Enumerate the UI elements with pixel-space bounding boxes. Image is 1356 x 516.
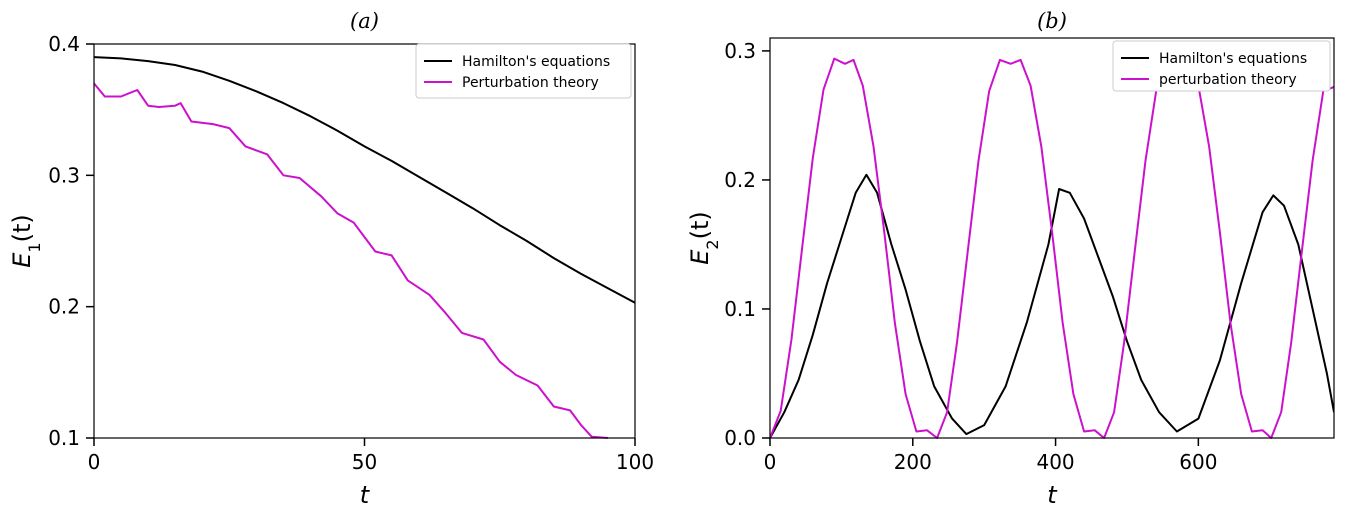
y-tick-label: 0.3 [48, 163, 80, 187]
x-tick-label: 400 [1036, 450, 1074, 474]
legend-label: Hamilton's equations [1159, 51, 1307, 67]
y-tick-label: 0.2 [48, 295, 80, 319]
x-tick-label: 200 [894, 450, 932, 474]
x-tick-label: 0 [764, 450, 777, 474]
legend-box [415, 43, 632, 99]
panel-title: (a) [350, 9, 379, 33]
panel-b: (b) 0 200 400 600 0.0 0.1 0.2 0.3 t E2(t) Hamilton'… [686, 9, 1335, 509]
axes-frame [93, 43, 636, 439]
y-tick-label: 0.4 [48, 32, 80, 56]
y-tick-label: 0.1 [724, 297, 756, 321]
panel-title: (b) [1037, 9, 1067, 33]
y-tick-label: 0.0 [724, 426, 756, 450]
y-tick-label: 0.1 [48, 426, 80, 450]
y-axis-label: E1(t) [8, 214, 44, 268]
legend-label: Hamilton's equations [462, 54, 610, 70]
series-line-hamilton [770, 173, 1334, 439]
x-tick-label: 50 [352, 450, 377, 474]
x-axis-label: t [1047, 481, 1058, 509]
legend-label: perturbation theory [1159, 72, 1297, 88]
y-axis-label: E2(t) [686, 211, 722, 265]
legend-box [1112, 40, 1331, 92]
series-line-hamilton [94, 56, 635, 304]
axes-frame [769, 37, 1335, 439]
panel-a: (a) 0 50 100 0.1 0.2 0.3 0.4 t E1(t) Hamilton's eq… [8, 9, 654, 509]
series-line-perturbation [94, 82, 608, 439]
y-tick-label: 0.3 [724, 39, 756, 63]
legend-label: Perturbation theory [462, 75, 599, 91]
x-tick-label: 600 [1179, 450, 1217, 474]
y-tick-label: 0.2 [724, 168, 756, 192]
x-tick-label: 0 [88, 450, 101, 474]
x-axis-label: t [360, 481, 371, 509]
series-line-perturbation [770, 57, 1334, 439]
x-tick-label: 100 [616, 450, 654, 474]
